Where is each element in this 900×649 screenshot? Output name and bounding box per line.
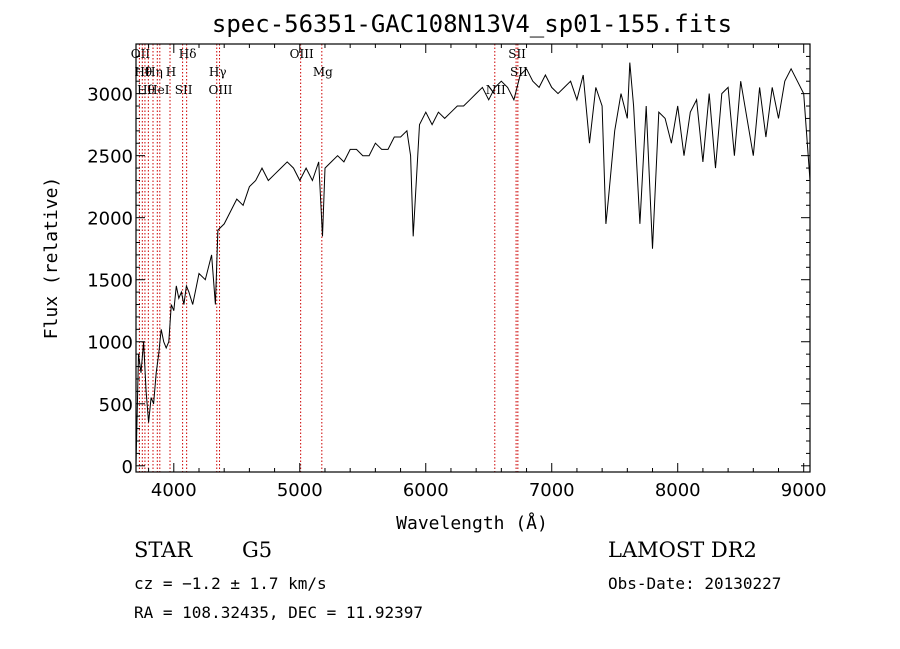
x-tick-label: 7000 bbox=[529, 480, 575, 501]
chart-title: spec-56351-GAC108N13V4_sp01-155.fits bbox=[212, 10, 732, 38]
x-tick-label: 6000 bbox=[403, 480, 449, 501]
x-tick-label: 5000 bbox=[277, 480, 323, 501]
y-axis-label: Flux (relative) bbox=[41, 177, 62, 340]
line-marker-label: Mg bbox=[313, 65, 333, 79]
x-tick-label: 4000 bbox=[151, 480, 197, 501]
y-tick-label: 2000 bbox=[87, 209, 133, 230]
x-tick-label: 9000 bbox=[781, 480, 827, 501]
y-tick-label: 3000 bbox=[87, 85, 133, 106]
object-subclass: G5 bbox=[242, 538, 273, 562]
object-class: STAR bbox=[134, 538, 193, 562]
y-tick-label: 2500 bbox=[87, 147, 133, 168]
y-tick-label: 500 bbox=[99, 395, 133, 416]
line-marker-label: Hη bbox=[145, 65, 163, 79]
line-marker-label: SII bbox=[175, 83, 193, 97]
plot-frame bbox=[135, 43, 811, 473]
coordinates: RA = 108.32435, DEC = 11.92397 bbox=[134, 603, 423, 622]
obs-date: Obs-Date: 20130227 bbox=[608, 574, 782, 593]
spectrum-line bbox=[135, 62, 811, 466]
survey-name: LAMOST DR2 bbox=[608, 538, 757, 562]
x-tick-label: 8000 bbox=[655, 480, 701, 501]
redshift-cz: cz = −1.2 ± 1.7 km/s bbox=[134, 574, 327, 593]
y-tick-label: 1000 bbox=[87, 333, 133, 354]
y-tick-label: 1500 bbox=[87, 271, 133, 292]
line-marker-label: HeI bbox=[147, 83, 170, 97]
line-marker-label: Hγ bbox=[209, 65, 227, 79]
line-marker-label: H bbox=[166, 65, 176, 79]
line-marker-label: OIII bbox=[208, 83, 232, 97]
line-marker-label: SII bbox=[508, 47, 526, 61]
line-marker-label: Hδ bbox=[179, 47, 197, 61]
line-marker-label: SII bbox=[510, 65, 528, 79]
line-marker-label: OII bbox=[131, 47, 151, 61]
line-marker-label: OIII bbox=[290, 47, 314, 61]
y-tick-label: 0 bbox=[122, 457, 133, 478]
axis-ticks: 4000 5000 6000 7000 8000 9000 0 500 1000 1500 2000… bbox=[87, 44, 827, 501]
x-axis-label: Wavelength (Å) bbox=[396, 512, 548, 534]
line-marker-label: NII bbox=[486, 83, 506, 97]
